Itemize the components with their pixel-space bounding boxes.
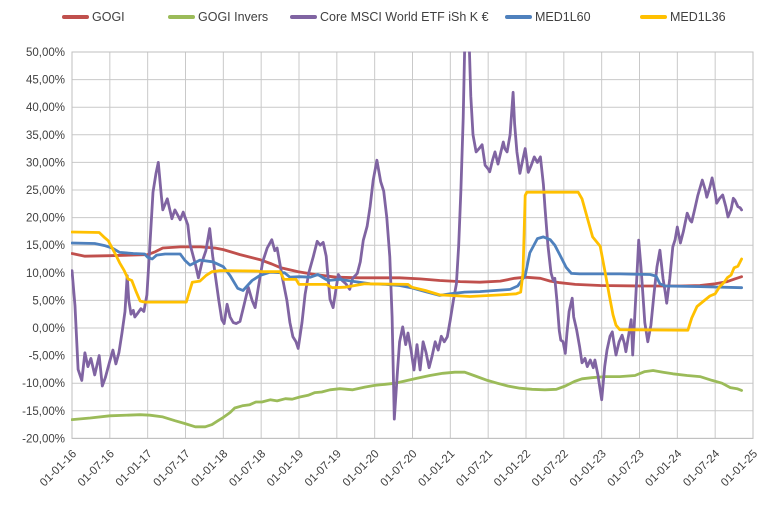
legend-label: Core MSCI World ETF iSh K € bbox=[320, 10, 489, 24]
y-axis-tick-label: 5,00% bbox=[32, 295, 65, 307]
x-axis-tick-label: 01-07-16 bbox=[76, 448, 117, 489]
x-axis-tick-label: 01-07-17 bbox=[152, 448, 193, 489]
chart-legend: GOGI GOGI Invers Core MSCI World ETF iSh… bbox=[0, 7, 764, 27]
msci-line-swatch-icon bbox=[290, 15, 317, 19]
x-axis-tick-label: 01-07-21 bbox=[454, 448, 495, 489]
y-axis-tick-label: 0,00% bbox=[32, 323, 65, 335]
legend-label: GOGI bbox=[92, 10, 125, 24]
gogi-line-swatch-icon bbox=[62, 15, 89, 19]
x-axis-tick-label: 01-07-19 bbox=[303, 448, 344, 489]
y-axis-tick-label: 10,00% bbox=[26, 268, 65, 280]
series-line-med1l36 bbox=[71, 190, 743, 332]
x-axis-tick-label: 01-01-21 bbox=[416, 448, 457, 489]
legend-label: MED1L60 bbox=[535, 10, 591, 24]
series-line-core-msci-world-etf-ish-k- bbox=[71, 51, 743, 421]
legend-item-med1l60[interactable]: MED1L60 bbox=[505, 7, 591, 27]
y-axis-tick-label: -10,00% bbox=[22, 378, 65, 390]
legend-item-med1l36[interactable]: MED1L36 bbox=[640, 7, 726, 27]
x-axis-tick-label: 01-01-17 bbox=[114, 448, 155, 489]
x-axis-tick-label: 01-01-18 bbox=[189, 448, 230, 489]
y-axis-tick-label: -15,00% bbox=[22, 406, 65, 418]
series-line-gogi-invers bbox=[71, 369, 743, 429]
y-axis-tick-label: -5,00% bbox=[29, 351, 65, 363]
med1l36-line-swatch-icon bbox=[640, 15, 667, 19]
y-axis-tick-label: 15,00% bbox=[26, 240, 65, 252]
x-axis-tick-label: 01-07-23 bbox=[606, 448, 647, 489]
series-line-gogi bbox=[71, 245, 743, 288]
gogi-invers-line-swatch-icon bbox=[168, 15, 195, 19]
y-axis-tick-label: 50,00% bbox=[26, 47, 65, 59]
x-axis-tick-label: 01-07-20 bbox=[379, 448, 420, 489]
med1l60-line-swatch-icon bbox=[505, 15, 532, 19]
x-axis-tick-label: 01-01-23 bbox=[568, 448, 609, 489]
y-axis-tick-label: 40,00% bbox=[26, 102, 65, 114]
legend-item-gogi[interactable]: GOGI bbox=[62, 7, 125, 27]
y-axis-tick-label: 30,00% bbox=[26, 157, 65, 169]
legend-item-gogi-invers[interactable]: GOGI Invers bbox=[168, 7, 268, 27]
x-axis-tick-label: 01-01-25 bbox=[719, 448, 760, 489]
y-axis-tick-label: 20,00% bbox=[26, 213, 65, 225]
legend-label: GOGI Invers bbox=[198, 10, 269, 24]
x-axis-tick-label: 01-07-22 bbox=[530, 448, 571, 489]
legend-item-core-msci-world-etf[interactable]: Core MSCI World ETF iSh K € bbox=[290, 7, 489, 27]
y-axis-tick-label: 45,00% bbox=[26, 75, 65, 87]
plot-border bbox=[71, 51, 754, 439]
y-axis-tick-label: 35,00% bbox=[26, 130, 65, 142]
y-axis-tick-label: -20,00% bbox=[22, 433, 65, 445]
x-axis-tick-label: 01-01-24 bbox=[643, 448, 684, 489]
y-axis-tick-label: 25,00% bbox=[26, 185, 65, 197]
x-axis-tick-label: 01-01-22 bbox=[492, 448, 533, 489]
series-line-med1l60 bbox=[71, 235, 743, 297]
x-axis-tick-label: 01-01-19 bbox=[265, 448, 306, 489]
legend-label: MED1L36 bbox=[670, 10, 726, 24]
x-axis-tick-label: 01-07-24 bbox=[681, 448, 722, 489]
x-axis-tick-label: 01-07-18 bbox=[227, 448, 268, 489]
x-axis-tick-label: 01-01-16 bbox=[38, 448, 79, 489]
x-axis-tick-label: 01-01-20 bbox=[341, 448, 382, 489]
